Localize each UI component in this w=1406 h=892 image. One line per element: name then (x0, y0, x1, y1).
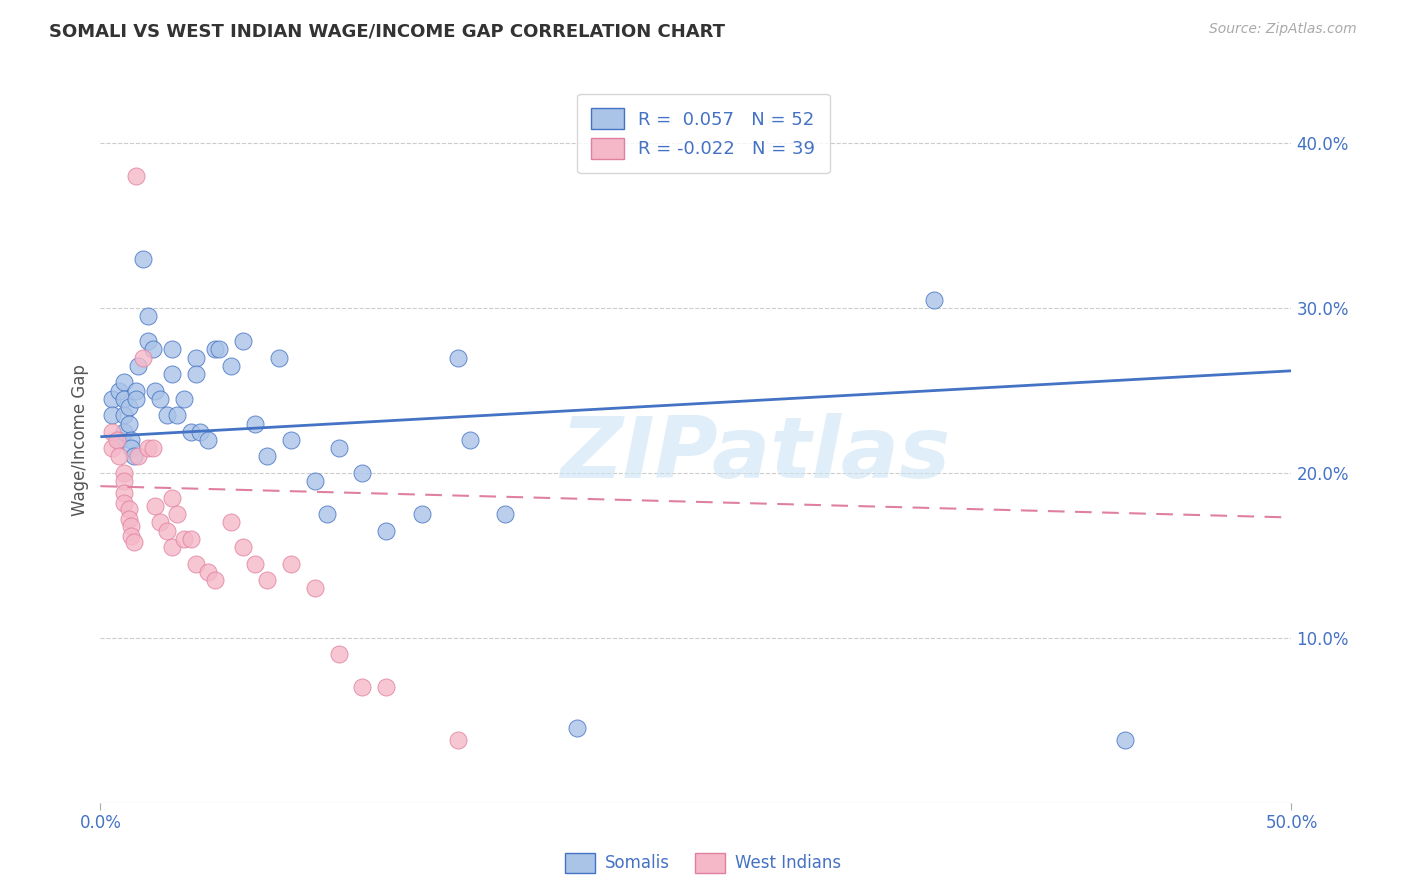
Point (122, 535, 145, 549)
Point (197, 433, 219, 447)
Point (245, 557, 267, 571)
Point (256, 573, 278, 587)
Point (173, 532, 195, 546)
Point (156, 524, 179, 538)
Point (125, 384, 148, 398)
Point (352, 466, 374, 480)
Text: ZIPatlas: ZIPatlas (561, 413, 950, 496)
Point (267, 351, 290, 365)
Point (411, 507, 433, 521)
Point (280, 557, 302, 571)
Point (101, 425, 124, 439)
Point (112, 474, 135, 488)
Point (125, 392, 148, 406)
Point (204, 573, 226, 587)
Point (160, 343, 183, 357)
Point (565, 722, 588, 736)
Text: Source: ZipAtlas.com: Source: ZipAtlas.com (1209, 22, 1357, 37)
Point (112, 425, 135, 439)
Legend: R =  0.057   N = 52, R = -0.022   N = 39: R = 0.057 N = 52, R = -0.022 N = 39 (576, 94, 830, 173)
Point (184, 351, 207, 365)
Point (136, 310, 159, 324)
Point (149, 392, 172, 406)
Point (101, 392, 124, 406)
Point (204, 343, 226, 357)
Point (112, 409, 135, 423)
Point (120, 442, 142, 456)
Point (120, 433, 142, 447)
Point (127, 450, 149, 464)
Point (108, 384, 131, 398)
Point (120, 528, 142, 542)
Point (118, 400, 141, 414)
Point (352, 680, 374, 694)
Point (280, 433, 302, 447)
Point (245, 417, 267, 431)
Point (160, 491, 183, 505)
Point (112, 485, 135, 500)
Point (156, 409, 179, 423)
Point (142, 343, 165, 357)
Point (232, 334, 254, 348)
Point (132, 252, 155, 266)
Point (143, 384, 166, 398)
Point (142, 442, 165, 456)
Point (447, 733, 470, 747)
Point (328, 647, 350, 661)
Point (221, 359, 243, 373)
Legend: Somalis, West Indians: Somalis, West Indians (558, 847, 848, 880)
Point (197, 565, 219, 579)
Point (132, 351, 155, 365)
Point (375, 680, 398, 694)
Point (180, 532, 202, 546)
Point (1114, 733, 1136, 747)
Point (315, 507, 337, 521)
Point (112, 392, 135, 406)
Text: SOMALI VS WEST INDIAN WAGE/INCOME GAP CORRELATION CHART: SOMALI VS WEST INDIAN WAGE/INCOME GAP CO… (49, 22, 725, 40)
Point (112, 466, 135, 480)
Point (166, 507, 188, 521)
Point (127, 359, 149, 373)
Point (184, 557, 207, 571)
Point (112, 496, 135, 510)
Point (108, 433, 131, 447)
Point (125, 169, 148, 184)
Point (136, 442, 159, 456)
Point (112, 376, 135, 390)
Point (447, 351, 470, 365)
Point (166, 409, 188, 423)
Point (149, 516, 172, 530)
Point (101, 409, 124, 423)
Point (494, 507, 516, 521)
Point (184, 367, 207, 381)
Point (221, 516, 243, 530)
Point (120, 518, 142, 533)
Point (922, 293, 945, 307)
Point (375, 524, 398, 538)
Point (160, 540, 183, 554)
Point (143, 499, 166, 513)
Point (136, 334, 159, 348)
Point (304, 474, 326, 488)
Point (232, 540, 254, 554)
Point (304, 582, 326, 596)
Point (118, 417, 141, 431)
Point (160, 367, 183, 381)
Point (105, 433, 128, 447)
Point (180, 425, 202, 439)
Point (108, 450, 131, 464)
Point (256, 450, 278, 464)
Y-axis label: Wage/Income Gap: Wage/Income Gap (72, 364, 89, 516)
Point (122, 450, 145, 464)
Point (118, 512, 141, 526)
Point (173, 392, 195, 406)
Point (208, 343, 231, 357)
Point (190, 425, 212, 439)
Point (458, 433, 481, 447)
Point (118, 502, 141, 516)
Point (101, 442, 124, 456)
Point (328, 442, 350, 456)
